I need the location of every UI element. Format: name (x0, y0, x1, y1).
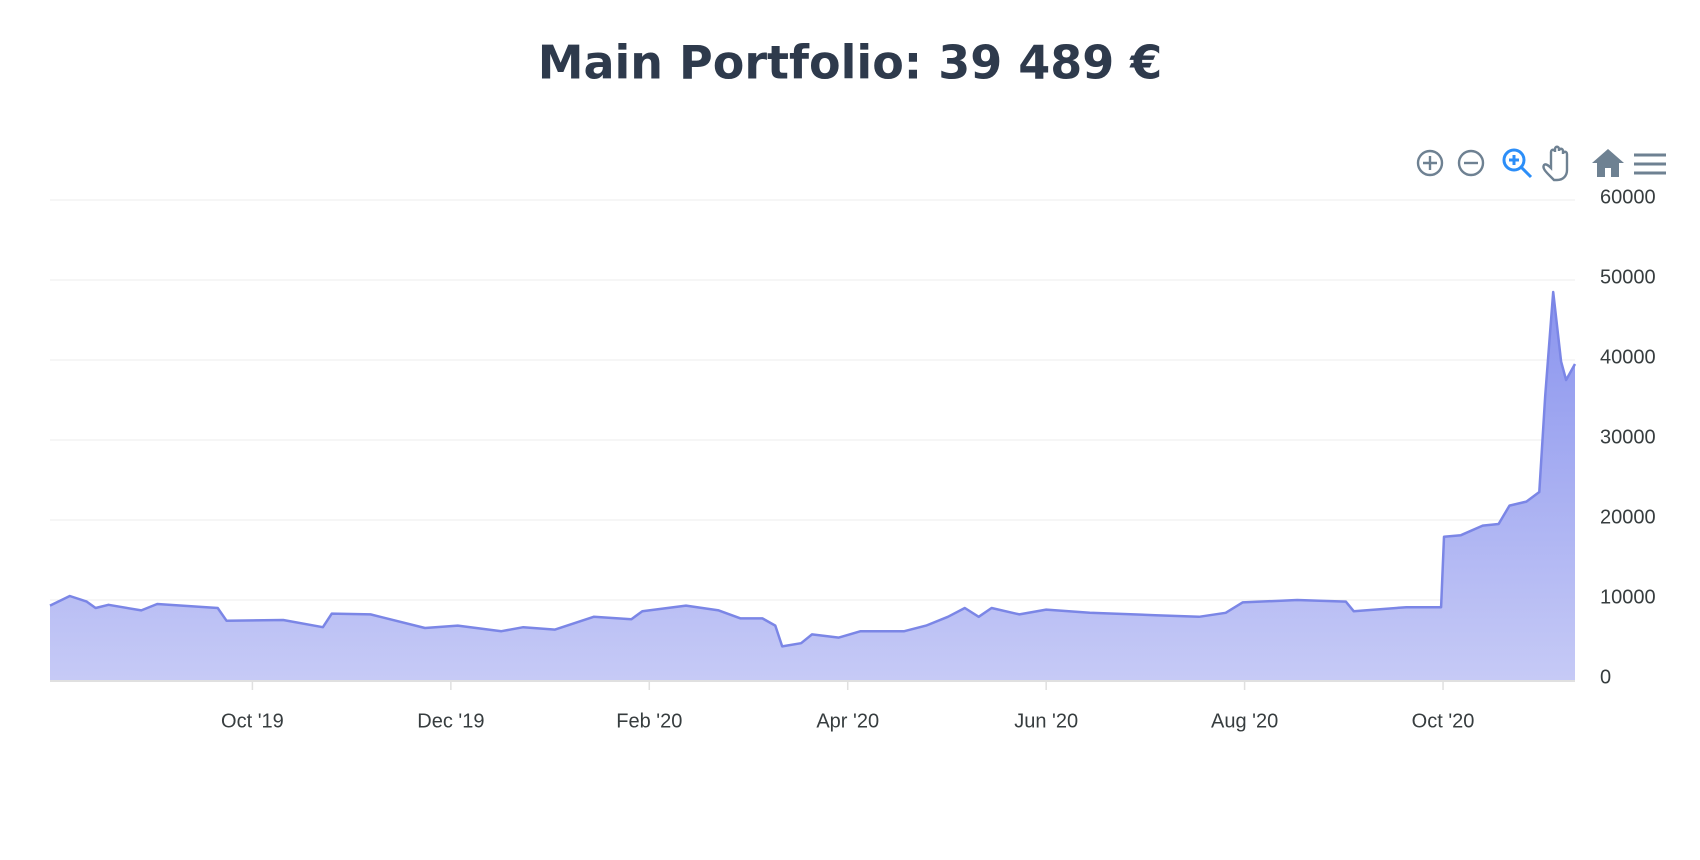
toolbar (1416, 145, 1666, 182)
zoom-in-button[interactable] (1416, 149, 1444, 177)
x-tick-label: Dec '19 (417, 710, 484, 732)
pan-button[interactable] (1542, 145, 1569, 182)
y-tick-label: 30000 (1600, 426, 1656, 448)
y-tick-label: 0 (1600, 666, 1611, 688)
x-tick-label: Jun '20 (1014, 710, 1078, 732)
x-tick-label: Aug '20 (1211, 710, 1278, 732)
x-tick-label: Feb '20 (616, 710, 682, 732)
zoom-out-button[interactable] (1457, 149, 1485, 177)
y-tick-label: 60000 (1600, 186, 1656, 208)
x-tick-label: Apr '20 (816, 710, 879, 732)
chart-title: Main Portfolio: 39 489 € (538, 36, 1163, 90)
x-tick-label: Oct '20 (1412, 710, 1475, 732)
reset-button[interactable] (1592, 149, 1624, 177)
y-tick-label: 10000 (1600, 586, 1656, 608)
menu-button[interactable] (1634, 153, 1666, 175)
y-tick-label: 50000 (1600, 266, 1656, 288)
area-line (49, 290, 1577, 648)
y-tick-label: 40000 (1600, 346, 1656, 368)
plot-area: 0 10000 20000 30000 40000 50000 60000 Oct '19 De… (49, 186, 1656, 732)
selection-zoom-button[interactable] (1502, 148, 1533, 179)
y-tick-label: 20000 (1600, 506, 1656, 528)
area-fill (50, 292, 1575, 680)
x-tick-label: Oct '19 (221, 710, 284, 732)
